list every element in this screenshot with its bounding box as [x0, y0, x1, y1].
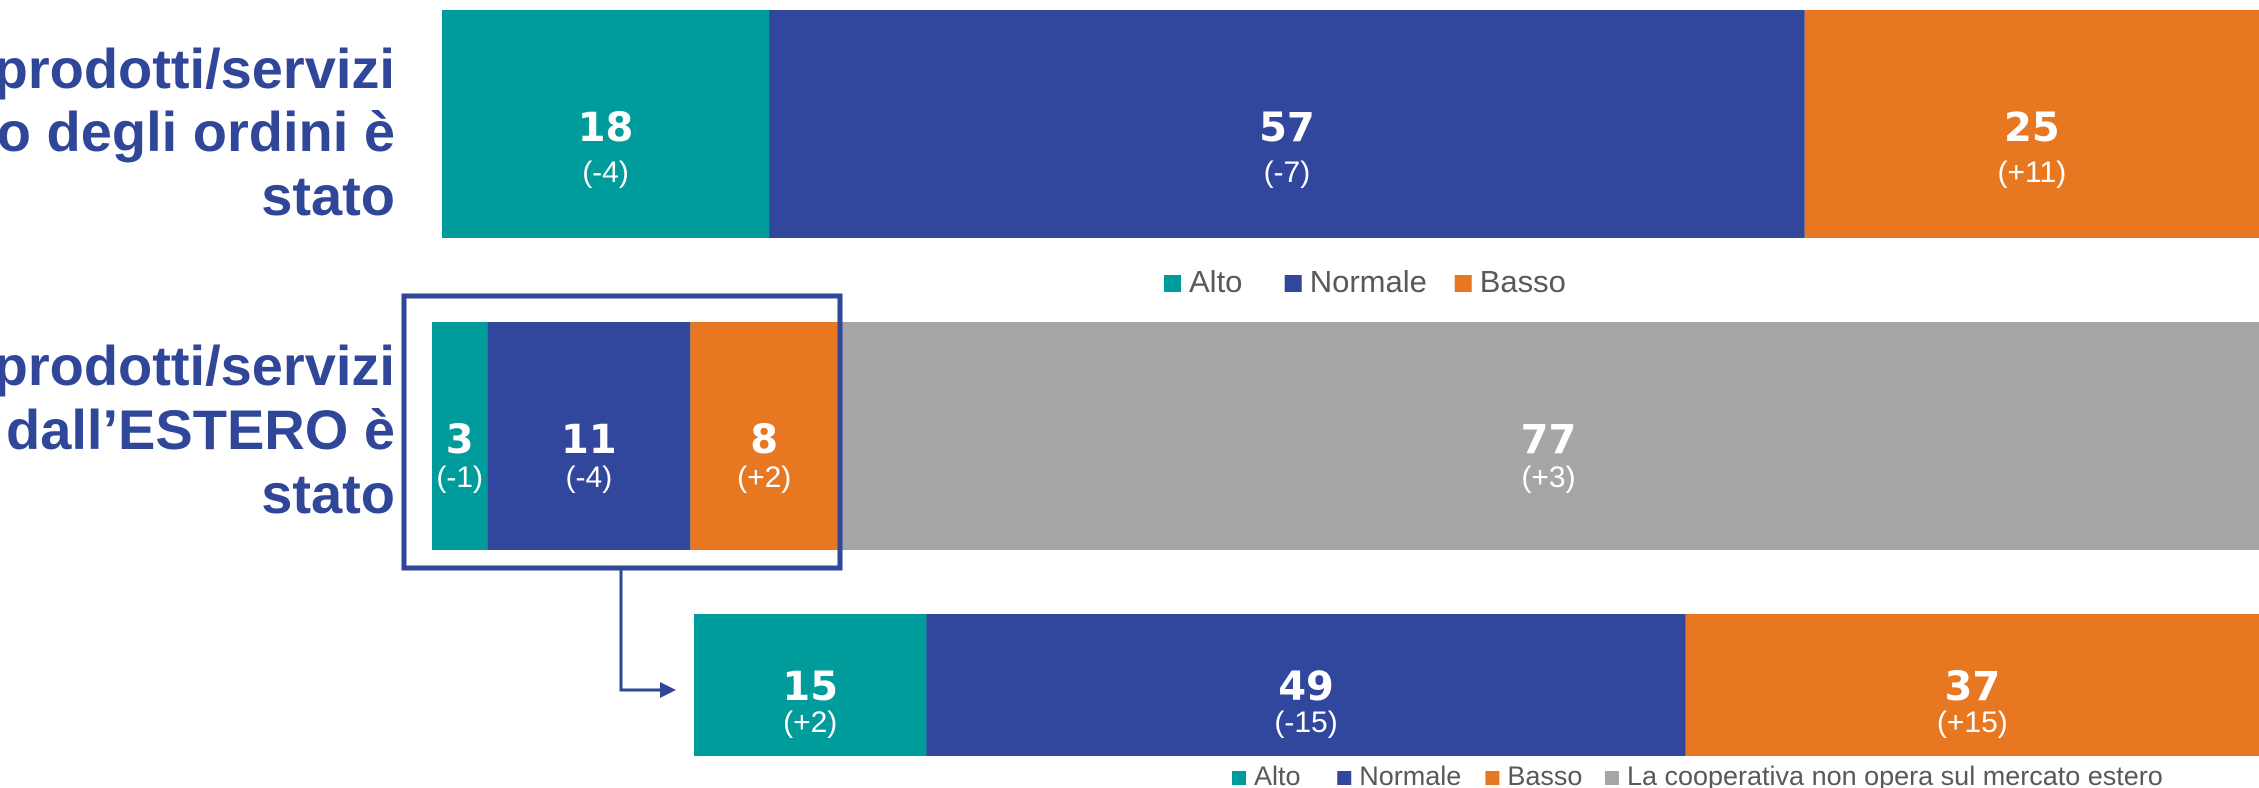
- row-label-2-line-1: prodotti/servizi: [0, 334, 395, 397]
- bar-2-delta-label-la: (+3): [1521, 461, 1575, 494]
- legend-bottom-swatch-basso: [1485, 771, 1500, 785]
- bar-2-value-label-basso: 8: [750, 417, 778, 463]
- bar-1-delta-label-alto: (-4): [582, 156, 629, 189]
- bar-1-value-label-alto: 18: [578, 105, 634, 151]
- bar-3-segment-basso: [1685, 614, 2259, 756]
- legend-top-swatch-normale: [1284, 275, 1302, 292]
- legend-bottom-item-alto: Alto: [1254, 761, 1301, 788]
- bar-1-segment-normale: [769, 10, 1805, 238]
- bar-2-delta-label-normale: (-4): [566, 461, 613, 494]
- legend-top-swatch-basso: [1454, 275, 1472, 292]
- bar-1-value-label-basso: 25: [2004, 105, 2060, 151]
- bar-1-segment-basso: [1804, 10, 2259, 238]
- bar-2-delta-label-alto: (-1): [436, 461, 483, 494]
- legend-top-item-basso: Basso: [1480, 264, 1566, 299]
- bar-2-value-label-la: 77: [1521, 417, 1577, 463]
- legend-top-item-alto: Alto: [1189, 264, 1242, 299]
- bar-2-segment-alto: [432, 322, 488, 550]
- row-label-1-line-1: prodotti/servizi: [0, 37, 395, 100]
- bar-2-segment-la: [838, 322, 2259, 550]
- legend-bottom-item-la: La cooperativa non opera sul mercato est…: [1627, 761, 2163, 788]
- bar-3-segment-alto: [694, 614, 927, 756]
- bar-3-value-label-normale: 49: [1278, 664, 1334, 710]
- legend-bottom-swatch-la: [1604, 771, 1619, 785]
- row-label-2-line-3: stato: [261, 462, 395, 525]
- bar-1-delta-label-normale: (-7): [1264, 156, 1311, 189]
- row-label-2-line-2: dall’ESTERO è: [6, 398, 395, 461]
- bar-1-segment-alto: [442, 10, 770, 238]
- bar-2-value-label-normale: 11: [561, 417, 617, 463]
- bar-2-segment-basso: [690, 322, 838, 550]
- bar-2-delta-label-basso: (+2): [737, 461, 791, 494]
- bar-3-value-label-basso: 37: [1945, 664, 2001, 710]
- callout-arrow-line: [619, 568, 660, 692]
- bar-2-value-label-alto: 3: [446, 417, 474, 463]
- bar-1-value-label-normale: 57: [1259, 105, 1315, 151]
- legend-bottom-swatch-normale: [1337, 771, 1352, 785]
- legend-bottom-item-basso: Basso: [1507, 761, 1582, 788]
- bar-2-segment-normale: [487, 322, 691, 550]
- legend-top-swatch-alto: [1164, 275, 1181, 292]
- bar-3-delta-label-normale: (-15): [1274, 706, 1337, 739]
- bar-3-delta-label-basso: (+15): [1937, 706, 2008, 739]
- legend-bottom-swatch-alto: [1232, 771, 1246, 785]
- bar-3-value-label-alto: 15: [782, 664, 838, 710]
- bar-3-segment-normale: [926, 614, 1686, 756]
- legend-bottom-item-normale: Normale: [1359, 761, 1461, 788]
- callout-arrow-head: [660, 682, 676, 698]
- row-label-1-line-2: o degli ordini è: [0, 100, 395, 163]
- row-label-1-line-3: stato: [261, 164, 395, 227]
- bar-3-delta-label-alto: (+2): [783, 706, 837, 739]
- bar-1-delta-label-basso: (+11): [1998, 156, 2067, 189]
- legend-top-item-normale: Normale: [1310, 264, 1427, 299]
